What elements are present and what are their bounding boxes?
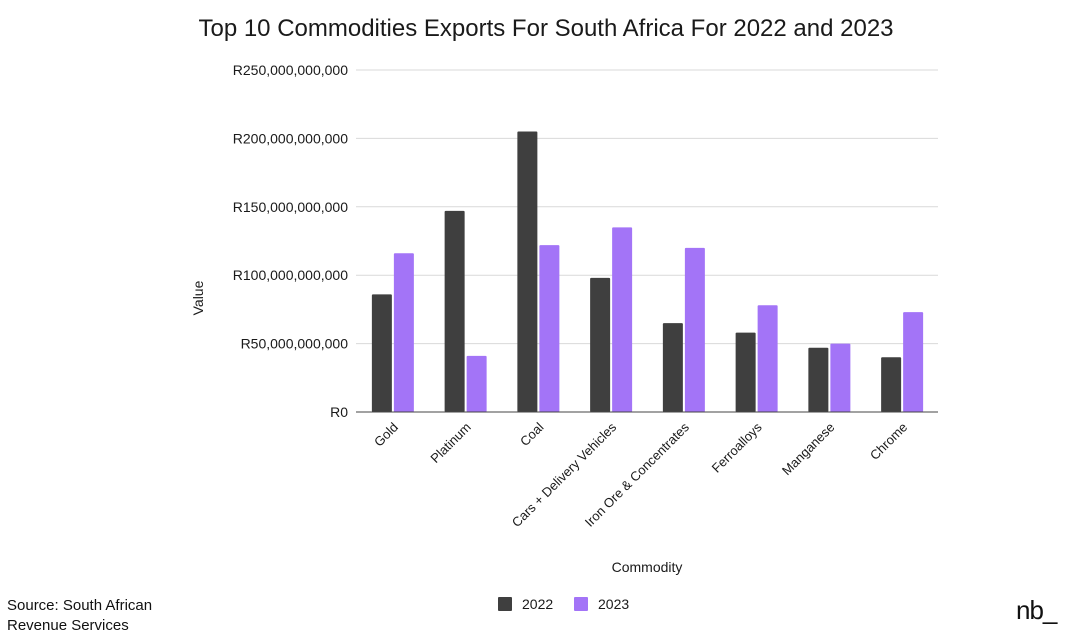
bar-2022-chrome bbox=[881, 357, 902, 412]
legend: 2022 2023 bbox=[498, 596, 629, 612]
y-tick-label: R150,000,000,000 bbox=[233, 199, 348, 215]
x-axis-label: Commodity bbox=[612, 559, 683, 575]
bar-2022-coal bbox=[517, 131, 538, 412]
legend-label-2022: 2022 bbox=[522, 596, 553, 612]
source-note: Source: South African Revenue Services bbox=[7, 597, 153, 634]
bar-2023-chrome bbox=[903, 312, 924, 412]
x-tick-label: Platinum bbox=[427, 420, 473, 466]
bar-2022-ferroalloys bbox=[735, 332, 756, 412]
y-axis-ticks: R0 R50,000,000,000 R100,000,000,000 R150,00… bbox=[233, 62, 348, 420]
bar-2023-ferroalloys bbox=[757, 305, 778, 412]
y-tick-label: R0 bbox=[330, 404, 348, 420]
bar-2022-gold bbox=[371, 294, 392, 412]
bar-2022-platinum bbox=[444, 210, 465, 412]
bar-2022-manganese bbox=[808, 347, 829, 412]
y-tick-label: R250,000,000,000 bbox=[233, 62, 348, 78]
bar-2022-iron-ore-concentrates bbox=[662, 323, 683, 412]
y-tick-label: R100,000,000,000 bbox=[233, 267, 348, 283]
brand-logo: nb_ bbox=[1016, 595, 1057, 625]
x-tick-label: Ferroalloys bbox=[709, 419, 765, 475]
bar-2023-gold bbox=[393, 253, 414, 412]
y-tick-label: R50,000,000,000 bbox=[241, 336, 349, 352]
bar-2023-cars-delivery-vehicles bbox=[612, 227, 633, 412]
bar-2023-iron-ore-concentrates bbox=[684, 247, 705, 412]
bar-2023-platinum bbox=[466, 355, 487, 412]
bar-2023-manganese bbox=[830, 343, 851, 412]
legend-label-2023: 2023 bbox=[598, 596, 629, 612]
chart-title: Top 10 Commodities Exports For South Afr… bbox=[198, 15, 893, 42]
bar-2022-cars-delivery-vehicles bbox=[590, 277, 611, 412]
legend-swatch-2022 bbox=[498, 597, 512, 611]
bars bbox=[371, 131, 924, 412]
x-tick-label: Manganese bbox=[779, 420, 838, 479]
x-tick-label: Chrome bbox=[867, 420, 910, 463]
bar-2023-coal bbox=[539, 245, 560, 412]
legend-swatch-2023 bbox=[574, 597, 588, 611]
gridlines bbox=[356, 69, 938, 345]
y-tick-label: R200,000,000,000 bbox=[233, 130, 348, 146]
x-tick-label: Coal bbox=[517, 419, 547, 449]
x-tick-label: Gold bbox=[371, 420, 401, 450]
y-axis-label: Value bbox=[190, 280, 206, 315]
